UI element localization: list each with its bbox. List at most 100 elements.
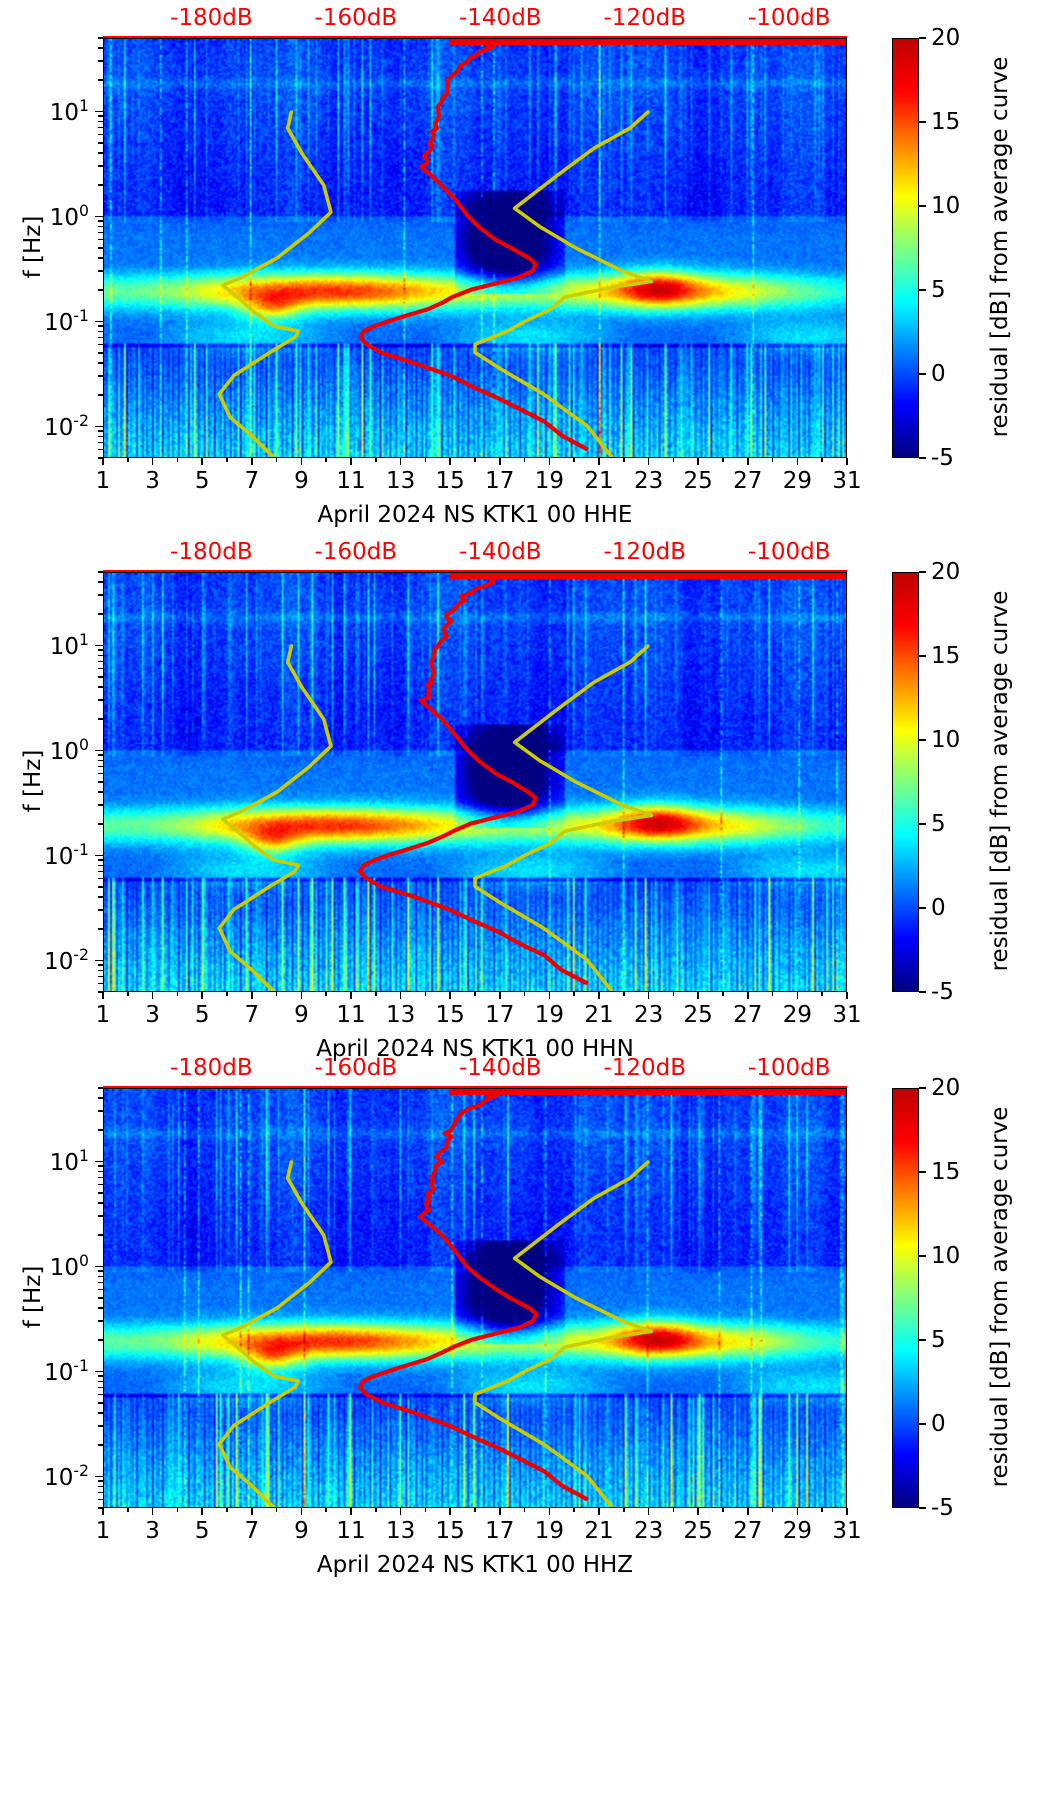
- colorbar-tick: [919, 1507, 926, 1509]
- y-tick-mantissa: 10: [49, 1255, 80, 1282]
- y-axis-minor-tick: [98, 859, 103, 861]
- x-axis-minor-tick: [722, 458, 724, 462]
- x-axis-tick: [350, 992, 352, 999]
- colorbar-tick-label: 10: [931, 1243, 961, 1269]
- y-axis-minor-tick: [98, 1288, 103, 1291]
- top-db-tick-label: -180dB: [170, 5, 253, 31]
- x-axis-tick-label: 29: [782, 1518, 813, 1544]
- x-axis-title: April 2024 NS KTK1 00 HHE: [317, 502, 633, 528]
- y-axis-minor-tick: [98, 142, 103, 144]
- top-db-axis-line: [103, 1086, 847, 1088]
- y-axis-minor-tick: [98, 975, 103, 978]
- y-axis-minor-tick: [98, 927, 103, 930]
- x-axis-tick-label: 23: [633, 1518, 664, 1544]
- y-axis-minor-tick: [98, 435, 103, 438]
- high-noise-model-curve: [473, 1160, 654, 1507]
- y-tick-mantissa: 10: [44, 1465, 74, 1492]
- y-axis-minor-tick: [98, 60, 103, 63]
- y-axis-minor-tick: [98, 225, 103, 228]
- y-axis-minor-tick: [98, 654, 103, 657]
- y-axis-minor-tick: [98, 457, 103, 459]
- x-axis-tick: [598, 458, 600, 465]
- colorbar-tick-label: 20: [931, 25, 961, 51]
- colorbar-tick-label: 20: [931, 559, 961, 585]
- x-axis-tick-label: 17: [485, 1518, 515, 1544]
- y-axis-minor-tick: [98, 1183, 103, 1186]
- high-noise-model-curve: [473, 644, 654, 991]
- colorbar-tick: [919, 205, 926, 207]
- y-axis-minor-tick: [98, 896, 103, 898]
- y-axis-minor-tick: [98, 1270, 103, 1272]
- x-axis-tick-label: 3: [145, 468, 160, 494]
- y-axis-major-tick: [95, 854, 103, 857]
- x-axis-minor-tick: [325, 992, 327, 996]
- x-axis-tick: [647, 458, 650, 465]
- x-axis-minor-tick: [176, 458, 179, 462]
- y-tick-mantissa: 10: [44, 310, 74, 337]
- x-axis-tick: [846, 992, 848, 999]
- x-axis-minor-tick: [424, 992, 427, 996]
- x-axis-tick: [151, 1508, 154, 1515]
- x-axis-minor-tick: [771, 458, 774, 462]
- x-axis-tick-label: 9: [294, 1002, 309, 1028]
- x-axis-tick-label: 27: [733, 468, 763, 494]
- x-axis-tick-label: 23: [633, 1002, 664, 1028]
- x-axis-minor-tick: [275, 1508, 278, 1512]
- y-tick-exponent: -1: [73, 840, 89, 860]
- y-axis-minor-tick: [98, 667, 103, 670]
- x-axis-minor-tick: [573, 992, 575, 996]
- y-axis-tick-label: 10-2: [0, 1462, 89, 1492]
- x-axis-minor-tick: [523, 992, 526, 996]
- x-axis-tick: [300, 1508, 303, 1515]
- x-axis-tick: [151, 458, 154, 465]
- colorbar: [892, 1088, 919, 1508]
- colorbar-tick: [919, 907, 926, 909]
- y-axis-minor-tick: [98, 220, 103, 222]
- y-axis-minor-tick: [98, 1297, 103, 1299]
- y-axis-major-tick: [95, 749, 103, 752]
- y-axis-minor-tick: [98, 877, 103, 880]
- x-axis-tick: [399, 992, 402, 999]
- y-axis-minor-tick: [98, 1386, 103, 1389]
- y-axis-minor-tick: [98, 1393, 103, 1396]
- x-axis-minor-tick: [375, 1508, 377, 1512]
- colorbar-tick: [919, 571, 926, 573]
- y-axis-minor-tick: [98, 238, 103, 241]
- y-tick-mantissa: 10: [44, 844, 74, 871]
- x-axis-minor-tick: [127, 458, 129, 462]
- y-axis-minor-tick: [98, 430, 103, 432]
- y-axis-minor-tick: [98, 594, 103, 597]
- y-axis-minor-tick: [98, 183, 103, 186]
- x-axis-tick: [350, 458, 352, 465]
- x-axis-minor-tick: [821, 992, 823, 996]
- x-axis-minor-tick: [573, 458, 575, 462]
- spectrogram-plot-area: [103, 572, 847, 992]
- top-db-tick-label: -120dB: [603, 1055, 687, 1081]
- low-noise-model-curve: [217, 1160, 333, 1507]
- y-axis-major-tick: [95, 320, 103, 323]
- y-axis-minor-tick: [98, 660, 103, 663]
- y-axis-major-tick: [95, 1160, 103, 1163]
- x-axis-tick: [449, 458, 451, 465]
- x-axis-tick-label: 11: [336, 1518, 366, 1544]
- x-axis-tick-label: 25: [683, 1518, 713, 1544]
- colorbar-tick: [919, 1255, 926, 1257]
- colorbar-tick: [919, 289, 926, 291]
- median-psd-curve: [357, 573, 589, 985]
- y-axis-minor-tick: [98, 1165, 103, 1167]
- median-psd-curve: [358, 1089, 589, 1501]
- x-axis-tick: [499, 992, 501, 999]
- y-axis-minor-tick: [98, 1275, 103, 1278]
- x-axis-tick: [846, 458, 848, 465]
- y-axis-minor-tick: [98, 1170, 103, 1173]
- y-tick-exponent: -1: [73, 306, 89, 326]
- x-axis-minor-tick: [771, 992, 774, 996]
- median-psd-curve: [358, 39, 589, 451]
- y-tick-exponent: -2: [73, 411, 89, 431]
- y-tick-exponent: -2: [73, 945, 89, 965]
- x-axis-tick: [796, 1508, 799, 1515]
- y-axis-minor-tick: [98, 120, 103, 123]
- y-axis-minor-tick: [98, 352, 103, 354]
- x-axis-tick: [747, 458, 749, 465]
- colorbar-tick: [919, 1171, 926, 1173]
